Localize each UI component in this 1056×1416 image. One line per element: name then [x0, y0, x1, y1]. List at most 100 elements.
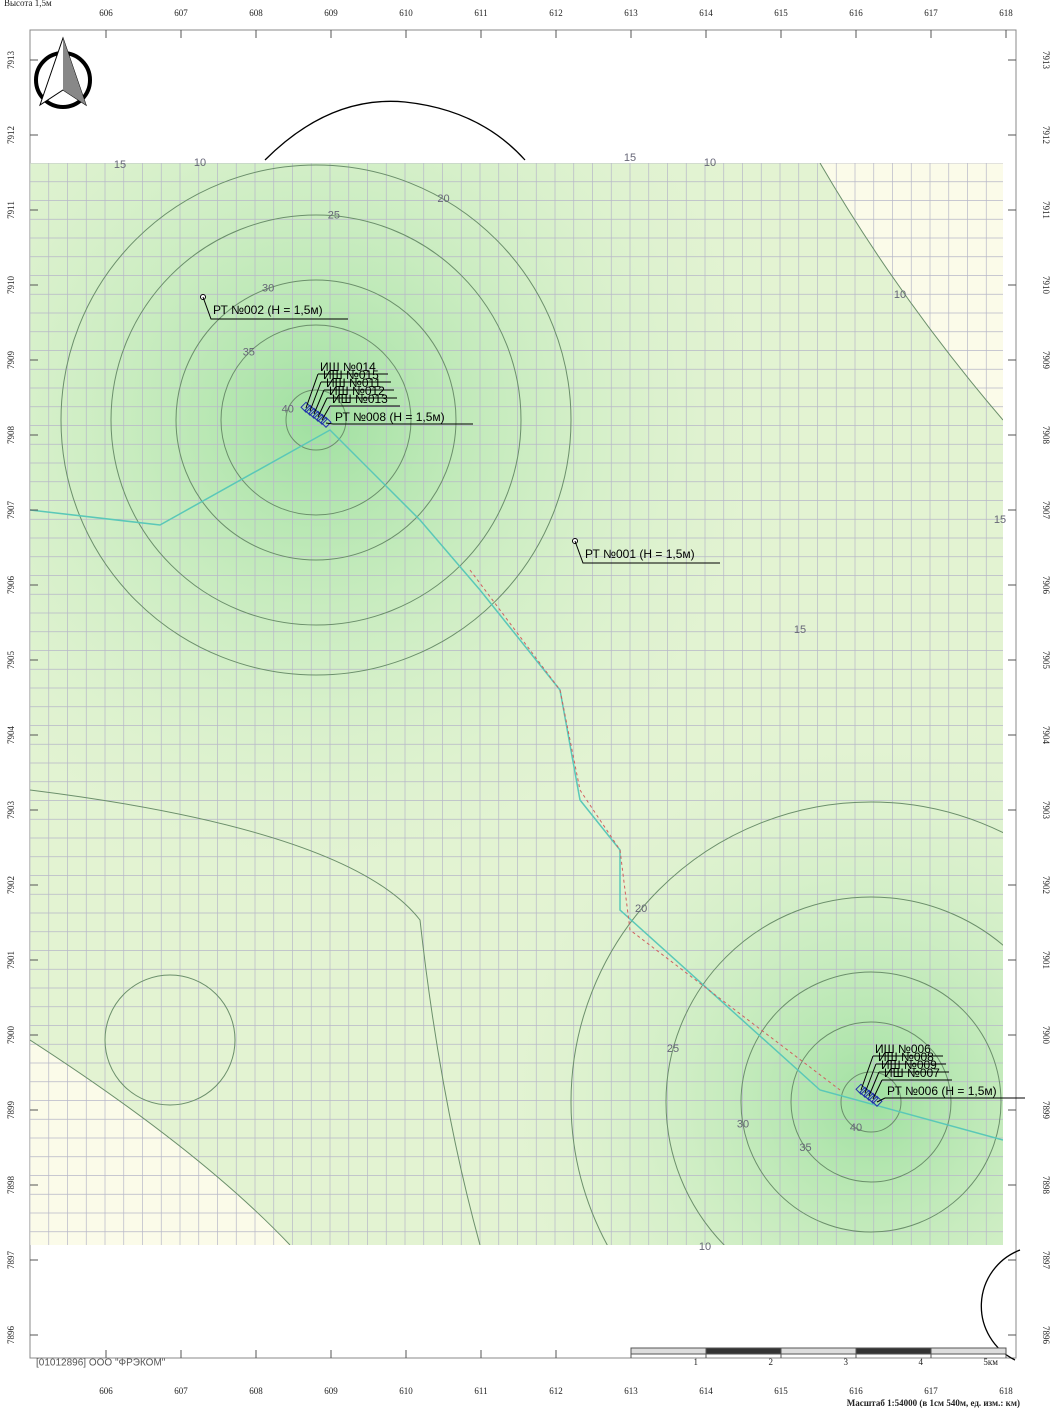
y-label: 7913	[1041, 51, 1051, 70]
leader	[864, 1063, 877, 1094]
x-label: 606	[99, 1386, 113, 1396]
y-label: 7904	[6, 726, 16, 745]
contour-label: 25	[328, 210, 340, 222]
contour	[665, 896, 1003, 1245]
leader	[868, 1071, 880, 1097]
y-label: 7897	[1041, 1251, 1051, 1270]
scale-segment	[705, 1347, 782, 1355]
x-label: 612	[549, 1386, 563, 1396]
leader	[309, 381, 322, 412]
y-label: 7899	[6, 1101, 16, 1120]
x-label: 618	[999, 1386, 1013, 1396]
x-label: 612	[549, 8, 563, 18]
y-label: 7908	[6, 426, 16, 445]
y-label: 7901	[1041, 951, 1051, 969]
x-label: 610	[399, 1386, 413, 1396]
y-label: 7898	[6, 1176, 16, 1195]
emission-source	[855, 1083, 867, 1095]
scale-label: 1	[694, 1357, 699, 1367]
contour	[285, 389, 347, 451]
org: [01012896] ООО "ФРЭКОМ"	[36, 1358, 166, 1369]
y-label: 7912	[6, 126, 16, 144]
contour-label: 40	[850, 1122, 862, 1134]
x-label: 613	[624, 1386, 638, 1396]
boundary	[264, 100, 526, 161]
contour-label: 35	[243, 347, 255, 359]
contour	[175, 279, 457, 561]
contour-label: 15	[794, 624, 806, 636]
y-label: 7910	[1041, 276, 1051, 295]
x-label: 617	[924, 1386, 938, 1396]
x-label: 613	[624, 8, 638, 18]
y-label: 7911	[1041, 201, 1051, 219]
leader	[574, 540, 720, 564]
source-label: ИШ №012	[329, 384, 385, 398]
emission-source	[320, 416, 332, 428]
scale-segment	[930, 1347, 1007, 1355]
contour-label: 30	[262, 282, 274, 294]
leader	[317, 397, 328, 418]
y-label: 7900	[6, 1026, 16, 1045]
x-label: 606	[99, 8, 113, 18]
leader	[321, 405, 331, 421]
x-label: 614	[699, 1386, 713, 1396]
scale-label: 4	[919, 1357, 924, 1367]
point-label: РТ №002 (Н = 1,5м)	[213, 303, 323, 317]
x-label: 609	[324, 1386, 338, 1396]
source-label: ИШ №015	[323, 368, 379, 382]
header: Высота 1,5м	[4, 0, 52, 8]
source-label: ИШ №013	[332, 392, 388, 406]
contour-label: 10	[704, 157, 716, 169]
contour-label: 10	[194, 157, 206, 169]
y-label: 7912	[1041, 126, 1051, 144]
x-label: 617	[924, 8, 938, 18]
contour	[110, 214, 522, 626]
x-label: 607	[174, 8, 188, 18]
x-label: 609	[324, 8, 338, 18]
x-label: 611	[474, 8, 487, 18]
x-label: 607	[174, 1386, 188, 1396]
contour-label: 35	[799, 1142, 811, 1154]
contour-label: 25	[667, 1043, 679, 1055]
contour	[570, 801, 1003, 1245]
y-label: 7896	[1041, 1326, 1051, 1345]
contour-label: 20	[437, 193, 449, 205]
y-label: 7898	[1041, 1176, 1051, 1195]
y-label: 7906	[1041, 576, 1051, 595]
leader	[876, 1097, 886, 1103]
y-label: 7913	[6, 51, 16, 70]
x-label: 614	[699, 8, 713, 18]
contour-label: 10	[699, 1241, 711, 1253]
y-label: 7905	[6, 651, 16, 670]
x-label: 615	[774, 1386, 788, 1396]
y-label: 7903	[1041, 801, 1051, 820]
y-label: 7907	[1041, 501, 1051, 520]
contour	[840, 1071, 902, 1133]
scale-note: Масштаб 1:54000 (в 1см 540м, ед. изм.: к…	[847, 1398, 1020, 1408]
x-label: 611	[474, 1386, 487, 1396]
y-label: 7902	[6, 876, 16, 894]
y-label: 7901	[6, 951, 16, 969]
leader	[305, 373, 319, 409]
leader	[872, 1079, 883, 1100]
y-label: 7909	[6, 351, 16, 370]
emission-source	[863, 1089, 875, 1101]
scale-label: 5км	[983, 1357, 998, 1367]
x-label: 615	[774, 8, 788, 18]
y-label: 7903	[6, 801, 16, 820]
emission-source	[859, 1086, 871, 1098]
x-label: 610	[399, 8, 413, 18]
source-label: ИШ №007	[884, 1066, 940, 1080]
source-label: ИШ №014	[320, 360, 376, 374]
emission-source	[300, 401, 312, 413]
y-label: 7899	[1041, 1101, 1051, 1120]
x-label: 616	[849, 1386, 863, 1396]
contour	[790, 1021, 952, 1183]
emission-source	[308, 407, 320, 419]
x-label: 608	[249, 8, 263, 18]
contour-label: 10	[894, 289, 906, 301]
contour-label: 15	[994, 514, 1006, 526]
point-label: РТ №001 (Н = 1,5м)	[585, 547, 695, 561]
source-label: ИШ №008	[878, 1050, 934, 1064]
